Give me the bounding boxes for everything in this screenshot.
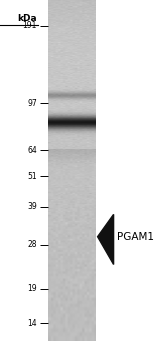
Text: kDa: kDa (17, 14, 37, 23)
Text: 97: 97 (27, 99, 37, 108)
Text: 39: 39 (27, 202, 37, 211)
Text: 14: 14 (27, 319, 37, 328)
Polygon shape (98, 214, 114, 265)
Text: PGAM1: PGAM1 (117, 232, 154, 242)
Text: 64: 64 (27, 146, 37, 155)
Text: 191: 191 (22, 21, 37, 30)
Text: 51: 51 (27, 172, 37, 181)
Text: 28: 28 (27, 240, 37, 249)
Text: 19: 19 (27, 284, 37, 293)
